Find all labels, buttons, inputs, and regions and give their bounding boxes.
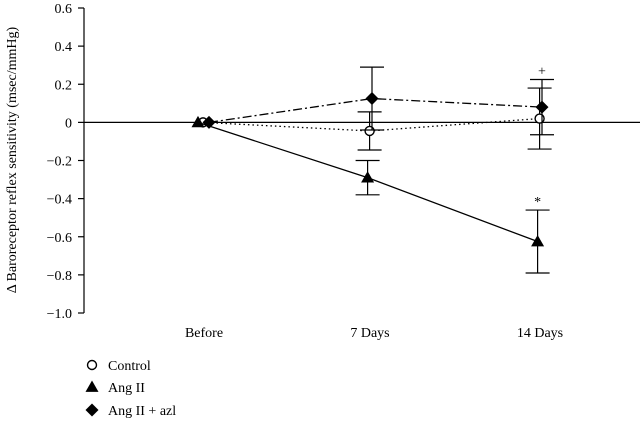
y-axis: −1.0 −0.8 −0.6 −0.4 −0.2 0 0.2 0.4 0.6: [47, 2, 85, 322]
legend-label: Control: [108, 359, 151, 374]
legend-item-ang-ii-azl: Ang II + azl: [85, 403, 176, 419]
legend-marker: [86, 359, 98, 371]
series-ang-ii: [191, 115, 550, 274]
y-tick-label: −1.0: [47, 307, 72, 322]
data-point: [534, 113, 545, 124]
y-tick-label: −0.8: [47, 269, 72, 284]
x-tick-label: Before: [185, 326, 223, 341]
y-tick-label: −0.6: [47, 231, 72, 246]
data-point: [365, 92, 379, 106]
annotation: +: [538, 64, 546, 79]
series-ang-ii-azl: [202, 66, 554, 136]
data-point: [364, 125, 375, 137]
legend-label: Ang II: [108, 381, 145, 396]
data-point: [531, 235, 545, 247]
legend: Control Ang II Ang II + azl: [85, 359, 176, 419]
x-tick-label: 7 Days: [350, 326, 389, 341]
legend-label: Ang II + azl: [108, 404, 176, 419]
x-axis: Before 7 Days 14 Days: [84, 121, 640, 341]
series-layer: [191, 66, 554, 274]
x-tick-label: 14 Days: [517, 326, 563, 341]
y-tick-label: −0.2: [47, 155, 72, 170]
data-point: [535, 100, 549, 114]
y-tick-label: 0: [65, 116, 72, 131]
legend-marker: [85, 403, 99, 417]
annotation: *: [534, 195, 541, 210]
y-tick-label: 0.4: [55, 40, 73, 55]
annotations-layer: *+: [534, 64, 546, 210]
series-line: [208, 97, 543, 124]
y-tick-label: 0.2: [55, 78, 73, 93]
y-axis-title: Δ Baroreceptor reflex sensitivity (msec/…: [5, 26, 20, 293]
data-point: [191, 115, 205, 128]
legend-item-ang-ii: Ang II: [85, 380, 145, 396]
y-tick-label: −0.4: [47, 193, 72, 208]
y-tick-label: 0.6: [55, 2, 73, 17]
legend-item-control: Control: [86, 359, 151, 374]
data-point: [361, 171, 375, 183]
legend-marker: [85, 380, 99, 392]
data-point: [202, 115, 216, 129]
